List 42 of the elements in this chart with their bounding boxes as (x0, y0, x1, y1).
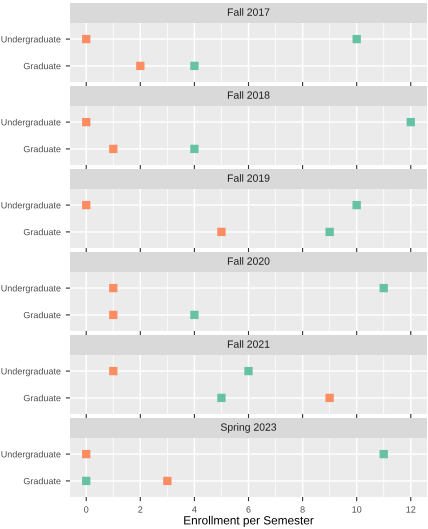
chart-title: Fall 2021 (228, 340, 270, 348)
x-tick-label: 8 (300, 506, 305, 513)
y-tick-label: Undergraduate (1, 118, 61, 128)
y-tick-label: Graduate (24, 394, 61, 402)
x-tick-label: 4 (192, 506, 197, 513)
point (190, 144, 199, 154)
y-tick-label: Graduate (24, 62, 61, 70)
x-tick-label: 12 (406, 506, 416, 513)
point (109, 366, 118, 376)
chart-title: Spring 2023 (220, 423, 276, 433)
point (82, 200, 90, 210)
y-tick-label: Undergraduate (1, 202, 61, 210)
y-tick-label: Undergraduate (1, 284, 61, 294)
point (82, 34, 90, 44)
y-tick-label: Undergraduate (1, 36, 61, 44)
point (325, 394, 334, 402)
y-tick-label: Graduate (24, 228, 61, 236)
y-tick-label: Graduate (24, 146, 61, 152)
y-tick-label: Undergraduate (1, 368, 61, 376)
point (244, 366, 253, 376)
point (352, 34, 361, 44)
y-tick-label: Graduate (24, 478, 61, 484)
y-tick-label: Undergraduate (1, 450, 61, 460)
point (109, 144, 118, 154)
point (217, 394, 226, 402)
chart-title: Fall 2019 (228, 174, 270, 182)
y-tick-label: Graduate (24, 312, 61, 318)
point (217, 228, 226, 236)
x-tick-label: 0 (84, 506, 88, 513)
x-tick-label: 10 (352, 506, 362, 513)
point (325, 228, 334, 236)
chart-title: Fall 2020 (228, 257, 270, 265)
point (82, 118, 90, 126)
x-tick-label: 2 (138, 506, 142, 513)
chart-title: Fall 2017 (228, 8, 270, 16)
point (352, 200, 361, 210)
x-axis-title: Enrollment per Semester (184, 516, 314, 527)
point (406, 118, 415, 126)
point (190, 62, 199, 70)
point (136, 62, 144, 70)
x-tick-label: 6 (246, 506, 251, 513)
chart-title: Fall 2018 (228, 91, 270, 99)
